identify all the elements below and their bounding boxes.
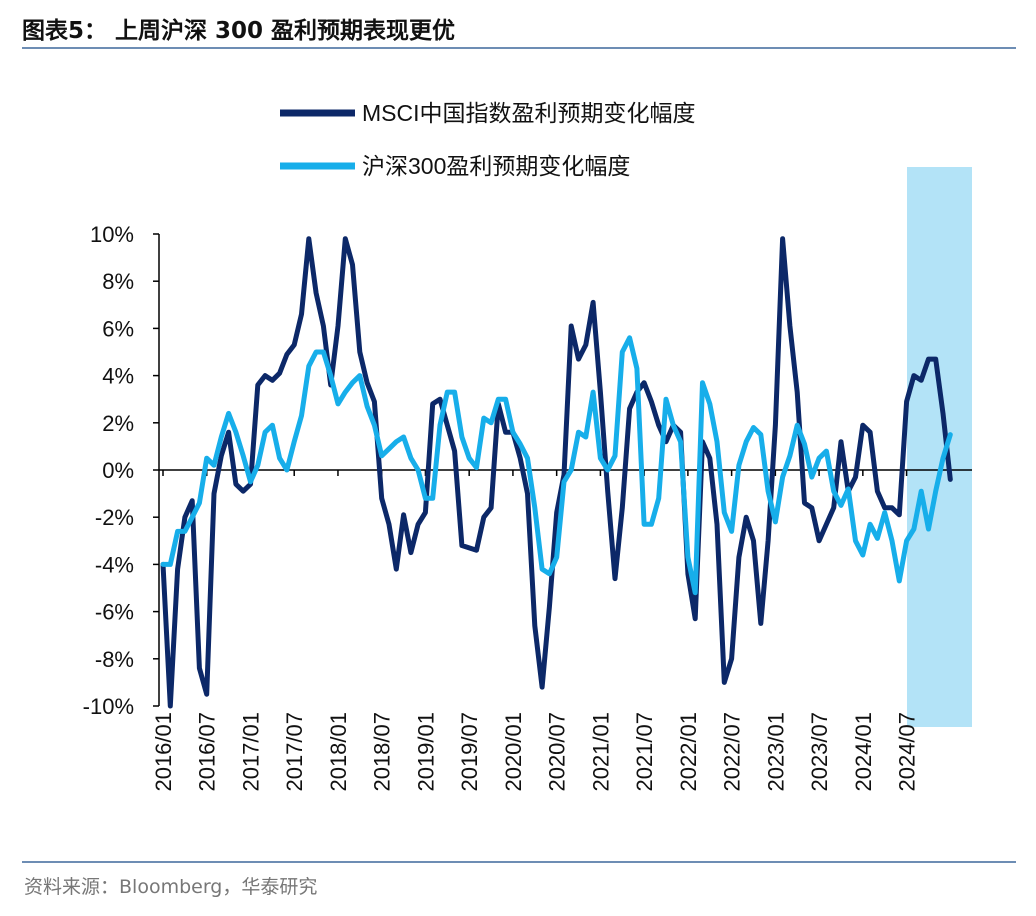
y-tick-label: 0%	[102, 458, 134, 483]
x-tick-label: 2016/07	[195, 712, 220, 792]
series-line-csi300	[160, 335, 953, 596]
x-tick-label: 2018/01	[326, 712, 351, 792]
y-tick-label: 6%	[102, 316, 134, 341]
series-line-msci	[160, 236, 953, 709]
y-tick-label: 10%	[90, 222, 134, 247]
legend-label-msci: MSCI中国指数盈利预期变化幅度	[362, 100, 696, 126]
x-tick-label: 2019/07	[457, 712, 482, 792]
x-tick-label: 2020/01	[501, 712, 526, 792]
y-tick-label: 2%	[102, 411, 134, 436]
x-tick-label: 2021/01	[588, 712, 613, 792]
chart-title: 图表5： 上周沪深 300 盈利预期表现更优	[22, 17, 455, 44]
legend-label-csi300: 沪深300盈利预期变化幅度	[362, 153, 630, 179]
x-tick-label: 2023/01	[763, 712, 788, 792]
x-tick-label: 2021/07	[632, 712, 657, 792]
x-tick-label: 2022/07	[720, 712, 745, 792]
x-tick-label: 2016/01	[151, 712, 176, 792]
y-tick-label: -6%	[95, 600, 134, 625]
legend: MSCI中国指数盈利预期变化幅度 沪深300盈利预期变化幅度	[280, 100, 696, 179]
y-tick-label: 4%	[102, 364, 134, 389]
y-tick-label: -8%	[95, 647, 134, 672]
y-tick-label: 8%	[102, 269, 134, 294]
x-tick-label: 2020/07	[545, 712, 570, 792]
x-tick-label: 2022/01	[676, 712, 701, 792]
axes: 10% 8% 6% 4% 2% 0% -2% -4% -6% -8% -10% 2016/01 2016…	[83, 222, 972, 792]
y-tick-label: -10%	[83, 694, 134, 719]
series-group	[160, 236, 953, 709]
highlight-region	[907, 167, 972, 727]
x-tick-label: 2017/07	[282, 712, 307, 792]
x-tick-label: 2017/01	[238, 712, 263, 792]
y-tick-label: -4%	[95, 552, 134, 577]
x-tick-label: 2019/01	[413, 712, 438, 792]
y-tick-label: -2%	[95, 505, 134, 530]
source-note: 资料来源：Bloomberg，华泰研究	[24, 876, 317, 898]
x-tick-label: 2018/07	[370, 712, 395, 792]
x-tick-label: 2023/07	[807, 712, 832, 792]
x-tick-label: 2024/01	[851, 712, 876, 792]
x-tick-label: 2024/07	[895, 712, 920, 792]
